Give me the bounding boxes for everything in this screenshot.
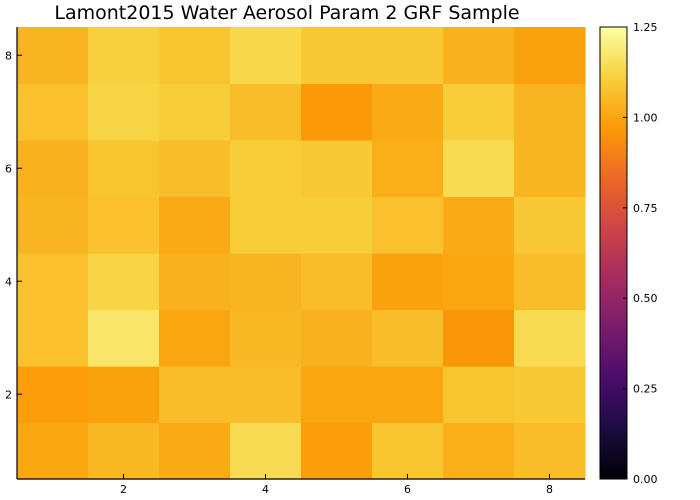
heatmap-cells	[17, 27, 586, 480]
plot-axes	[16, 27, 585, 480]
heatmap-cell	[372, 140, 444, 198]
heatmap-cell	[159, 140, 231, 198]
colorbar-tick-label: 0.50	[633, 292, 658, 305]
heatmap-cell	[514, 196, 586, 254]
heatmap-cell	[443, 140, 515, 198]
colorbar-tick-label: 0.25	[633, 383, 658, 396]
colorbar-tick-label: 0.75	[633, 202, 658, 215]
heatmap-cell	[17, 309, 89, 367]
heatmap-cell	[17, 27, 89, 85]
x-tick-label: 2	[120, 483, 127, 496]
colorbar-tick-label: 1.00	[633, 111, 658, 124]
heatmap-cell	[372, 83, 444, 141]
heatmap-cell	[301, 196, 373, 254]
heatmap-cell	[443, 196, 515, 254]
heatmap-cell	[88, 27, 160, 85]
heatmap-cell	[17, 196, 89, 254]
heatmap-cell	[159, 422, 231, 480]
heatmap-cell	[372, 309, 444, 367]
heatmap-cell	[443, 253, 515, 311]
heatmap-cell	[230, 422, 302, 480]
heatmap-cell	[17, 422, 89, 480]
heatmap-cell	[230, 196, 302, 254]
y-tick-label: 2	[5, 388, 12, 401]
colorbar-gradient	[600, 27, 627, 479]
heatmap-cell	[17, 83, 89, 141]
heatmap-cell	[88, 253, 160, 311]
y-axis-ticks: 2 4 6 8	[5, 49, 22, 401]
heatmap-cell	[230, 27, 302, 85]
heatmap-cell	[372, 422, 444, 480]
heatmap-cell	[514, 309, 586, 367]
x-tick-label: 4	[262, 483, 269, 496]
heatmap-cell	[301, 366, 373, 424]
y-tick-label: 8	[5, 49, 12, 62]
heatmap-cell	[301, 27, 373, 85]
heatmap-cell	[159, 366, 231, 424]
heatmap-cell	[301, 253, 373, 311]
heatmap-cell	[17, 366, 89, 424]
chart-title: Lamont2015 Water Aerosol Param 2 GRF Sam…	[54, 2, 519, 24]
heatmap-cell	[301, 140, 373, 198]
heatmap-cell	[372, 366, 444, 424]
colorbar: 0.00 0.25 0.50 0.75 1.00 1.25	[599, 21, 658, 486]
heatmap-cell	[88, 366, 160, 424]
heatmap-cell	[88, 140, 160, 198]
heatmap-cell	[88, 309, 160, 367]
heatmap-cell	[88, 196, 160, 254]
heatmap-cell	[17, 140, 89, 198]
heatmap-cell	[514, 83, 586, 141]
heatmap-cell	[372, 27, 444, 85]
heatmap-cell	[514, 253, 586, 311]
colorbar-tick-label: 0.00	[633, 473, 658, 486]
heatmap-cell	[230, 253, 302, 311]
heatmap-cell	[443, 27, 515, 85]
heatmap-cell	[514, 27, 586, 85]
y-tick-label: 4	[5, 275, 12, 288]
heatmap-cell	[443, 366, 515, 424]
heatmap-cell	[159, 253, 231, 311]
x-tick-label: 8	[546, 483, 553, 496]
heatmap-cell	[372, 196, 444, 254]
heatmap-cell	[301, 83, 373, 141]
heatmap-cell	[159, 27, 231, 85]
heatmap-cell	[514, 366, 586, 424]
y-tick-label: 6	[5, 162, 12, 175]
heatmap-cell	[443, 422, 515, 480]
heatmap-cell	[159, 309, 231, 367]
heatmap-cell	[159, 196, 231, 254]
heatmap-cell	[301, 309, 373, 367]
heatmap-cell	[230, 309, 302, 367]
heatmap-cell	[514, 140, 586, 198]
heatmap-cell	[372, 253, 444, 311]
x-axis-ticks: 2 4 6 8	[120, 474, 553, 496]
heatmap-cell	[443, 83, 515, 141]
heatmap-cell	[514, 422, 586, 480]
colorbar-frame	[599, 26, 628, 480]
heatmap-cell	[159, 83, 231, 141]
heatmap-cell	[230, 140, 302, 198]
heatmap-cell	[88, 83, 160, 141]
x-tick-label: 6	[404, 483, 411, 496]
heatmap-cell	[17, 253, 89, 311]
heatmap-cell	[230, 366, 302, 424]
heatmap-cell	[230, 83, 302, 141]
colorbar-tick-label: 1.25	[633, 21, 658, 34]
heatmap-cell	[301, 422, 373, 480]
heatmap-cell	[88, 422, 160, 480]
heatmap-cell	[443, 309, 515, 367]
